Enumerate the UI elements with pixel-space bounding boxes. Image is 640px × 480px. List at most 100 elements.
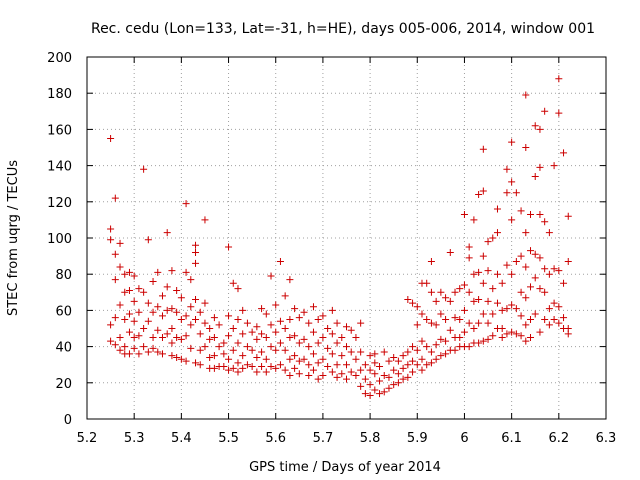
data-point bbox=[442, 294, 450, 302]
data-point bbox=[333, 339, 341, 347]
data-point bbox=[116, 301, 124, 309]
data-point bbox=[460, 306, 468, 314]
data-point bbox=[192, 248, 200, 256]
data-point bbox=[357, 319, 365, 327]
data-point bbox=[196, 330, 204, 338]
data-point bbox=[522, 321, 530, 329]
data-point bbox=[107, 236, 115, 244]
data-point bbox=[158, 292, 166, 300]
data-point bbox=[154, 348, 162, 356]
chart-title: Rec. cedu (Lon=133, Lat=-31, h=HE), days… bbox=[91, 21, 595, 37]
data-point bbox=[432, 297, 440, 305]
data-point bbox=[380, 388, 388, 396]
data-point bbox=[121, 343, 129, 351]
data-point bbox=[503, 165, 511, 173]
data-point bbox=[503, 330, 511, 338]
data-point bbox=[437, 288, 445, 296]
data-point bbox=[234, 359, 242, 367]
data-point bbox=[276, 317, 284, 325]
data-point bbox=[418, 337, 426, 345]
data-point bbox=[267, 343, 275, 351]
data-point bbox=[527, 315, 535, 323]
data-point bbox=[314, 375, 322, 383]
data-point bbox=[314, 339, 322, 347]
data-point bbox=[121, 315, 129, 323]
data-point bbox=[295, 357, 303, 365]
data-point bbox=[243, 361, 251, 369]
data-point bbox=[479, 310, 487, 318]
data-point bbox=[130, 334, 138, 342]
data-point bbox=[385, 357, 393, 365]
data-point bbox=[272, 328, 280, 336]
data-point bbox=[451, 314, 459, 322]
data-point bbox=[130, 272, 138, 280]
data-point bbox=[253, 323, 261, 331]
data-point bbox=[446, 297, 454, 305]
data-point bbox=[272, 364, 280, 372]
data-point bbox=[206, 353, 214, 361]
data-point bbox=[328, 306, 336, 314]
data-point bbox=[531, 274, 539, 282]
data-point bbox=[484, 238, 492, 246]
data-point bbox=[125, 310, 133, 318]
data-point bbox=[281, 292, 289, 300]
data-point bbox=[498, 325, 506, 332]
data-point bbox=[210, 352, 218, 360]
data-point bbox=[225, 355, 233, 363]
data-point bbox=[399, 352, 407, 360]
data-point bbox=[343, 361, 350, 369]
data-point bbox=[475, 191, 483, 199]
data-point bbox=[319, 372, 327, 380]
data-point bbox=[390, 366, 398, 374]
data-point bbox=[267, 321, 275, 329]
data-point bbox=[229, 325, 237, 332]
y-tick-label: 120 bbox=[47, 196, 72, 211]
data-point bbox=[404, 348, 412, 356]
data-point bbox=[196, 361, 204, 369]
data-point bbox=[144, 299, 152, 307]
y-tick-label: 200 bbox=[47, 51, 72, 66]
data-point bbox=[192, 296, 200, 304]
data-point bbox=[319, 334, 327, 342]
x-tick-label: 5.6 bbox=[265, 431, 286, 446]
data-point bbox=[324, 325, 332, 332]
data-point bbox=[456, 285, 464, 293]
data-point bbox=[253, 335, 261, 343]
data-point bbox=[489, 234, 497, 242]
y-tick-labels: 0 20 40 60 80 100 120 140 160 180 200 bbox=[47, 51, 72, 428]
data-point bbox=[352, 334, 360, 342]
data-point bbox=[140, 165, 148, 173]
data-point bbox=[404, 296, 412, 304]
data-point bbox=[442, 337, 450, 345]
data-point bbox=[531, 122, 539, 130]
data-point bbox=[111, 314, 119, 322]
data-point bbox=[527, 247, 535, 255]
data-point bbox=[286, 334, 294, 342]
data-point bbox=[229, 364, 237, 372]
data-point bbox=[125, 350, 133, 358]
data-point bbox=[460, 281, 468, 289]
data-point bbox=[385, 384, 393, 392]
data-point bbox=[512, 305, 520, 313]
data-point bbox=[560, 279, 568, 287]
data-point bbox=[427, 319, 435, 327]
data-point bbox=[423, 361, 431, 369]
data-point bbox=[220, 339, 228, 347]
data-point bbox=[512, 258, 520, 266]
data-point bbox=[352, 372, 360, 380]
data-point bbox=[352, 355, 360, 363]
data-point bbox=[253, 353, 261, 361]
data-point bbox=[286, 355, 294, 363]
data-point bbox=[432, 341, 440, 349]
data-point bbox=[413, 303, 421, 311]
data-point bbox=[192, 259, 200, 267]
data-point bbox=[286, 372, 294, 380]
y-tick-label: 80 bbox=[55, 268, 72, 283]
data-point bbox=[498, 306, 506, 314]
data-point bbox=[220, 350, 228, 358]
x-tick-label: 6 bbox=[460, 431, 468, 446]
data-point bbox=[432, 321, 440, 329]
data-point bbox=[371, 386, 379, 394]
data-point bbox=[446, 326, 454, 334]
data-point bbox=[111, 250, 119, 258]
